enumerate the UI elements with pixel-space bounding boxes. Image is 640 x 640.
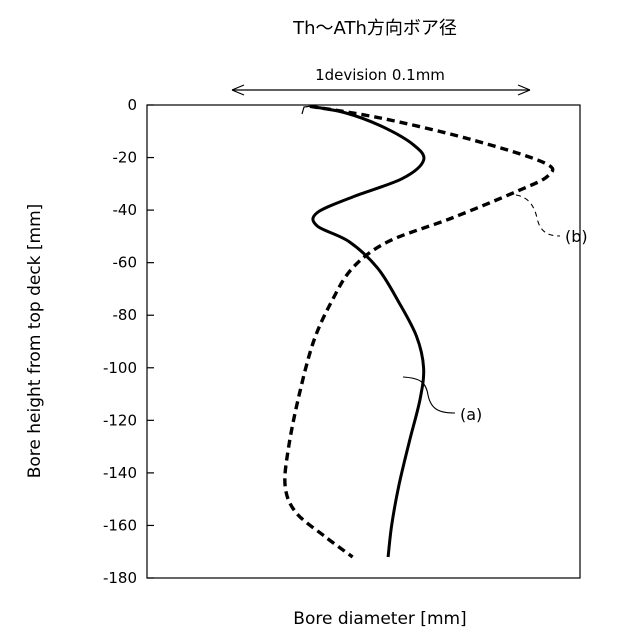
annotation-label-b: (b) xyxy=(565,227,588,246)
y-tick-label: -120 xyxy=(103,411,137,429)
y-tick-label: -180 xyxy=(103,569,137,587)
y-tick-label: -60 xyxy=(113,254,138,272)
x-axis-title: Bore diameter [mm] xyxy=(293,609,466,629)
series-line-b xyxy=(285,106,553,557)
y-tick-label: -140 xyxy=(103,464,137,482)
y-tick-label: 0 xyxy=(127,96,137,114)
scale-indicator: 1devision 0.1mm xyxy=(232,66,530,95)
annotation-label-a: (a) xyxy=(460,405,482,424)
y-tick-label: -40 xyxy=(113,201,138,219)
scale-label: 1devision 0.1mm xyxy=(315,66,445,84)
chart-title: Th〜ATh方向ボア径 xyxy=(292,18,457,39)
plot-frame xyxy=(147,105,580,578)
annotation-layer: (a) (b) xyxy=(403,195,588,424)
annotation-leader-a xyxy=(403,377,455,413)
annotation-leader-b xyxy=(516,195,560,236)
series-line-a xyxy=(310,106,424,557)
y-tick-label: -80 xyxy=(113,306,138,324)
y-tick-label: -160 xyxy=(103,516,137,534)
y-axis: 0 -20 -40 -60 -80 -100 -120 -140 -160 -180 xyxy=(103,96,154,587)
series-layer xyxy=(285,106,553,557)
y-axis-title: Bore height from top deck [mm] xyxy=(25,204,45,479)
y-tick-label: -20 xyxy=(113,149,138,167)
y-tick-label: -100 xyxy=(103,359,137,377)
